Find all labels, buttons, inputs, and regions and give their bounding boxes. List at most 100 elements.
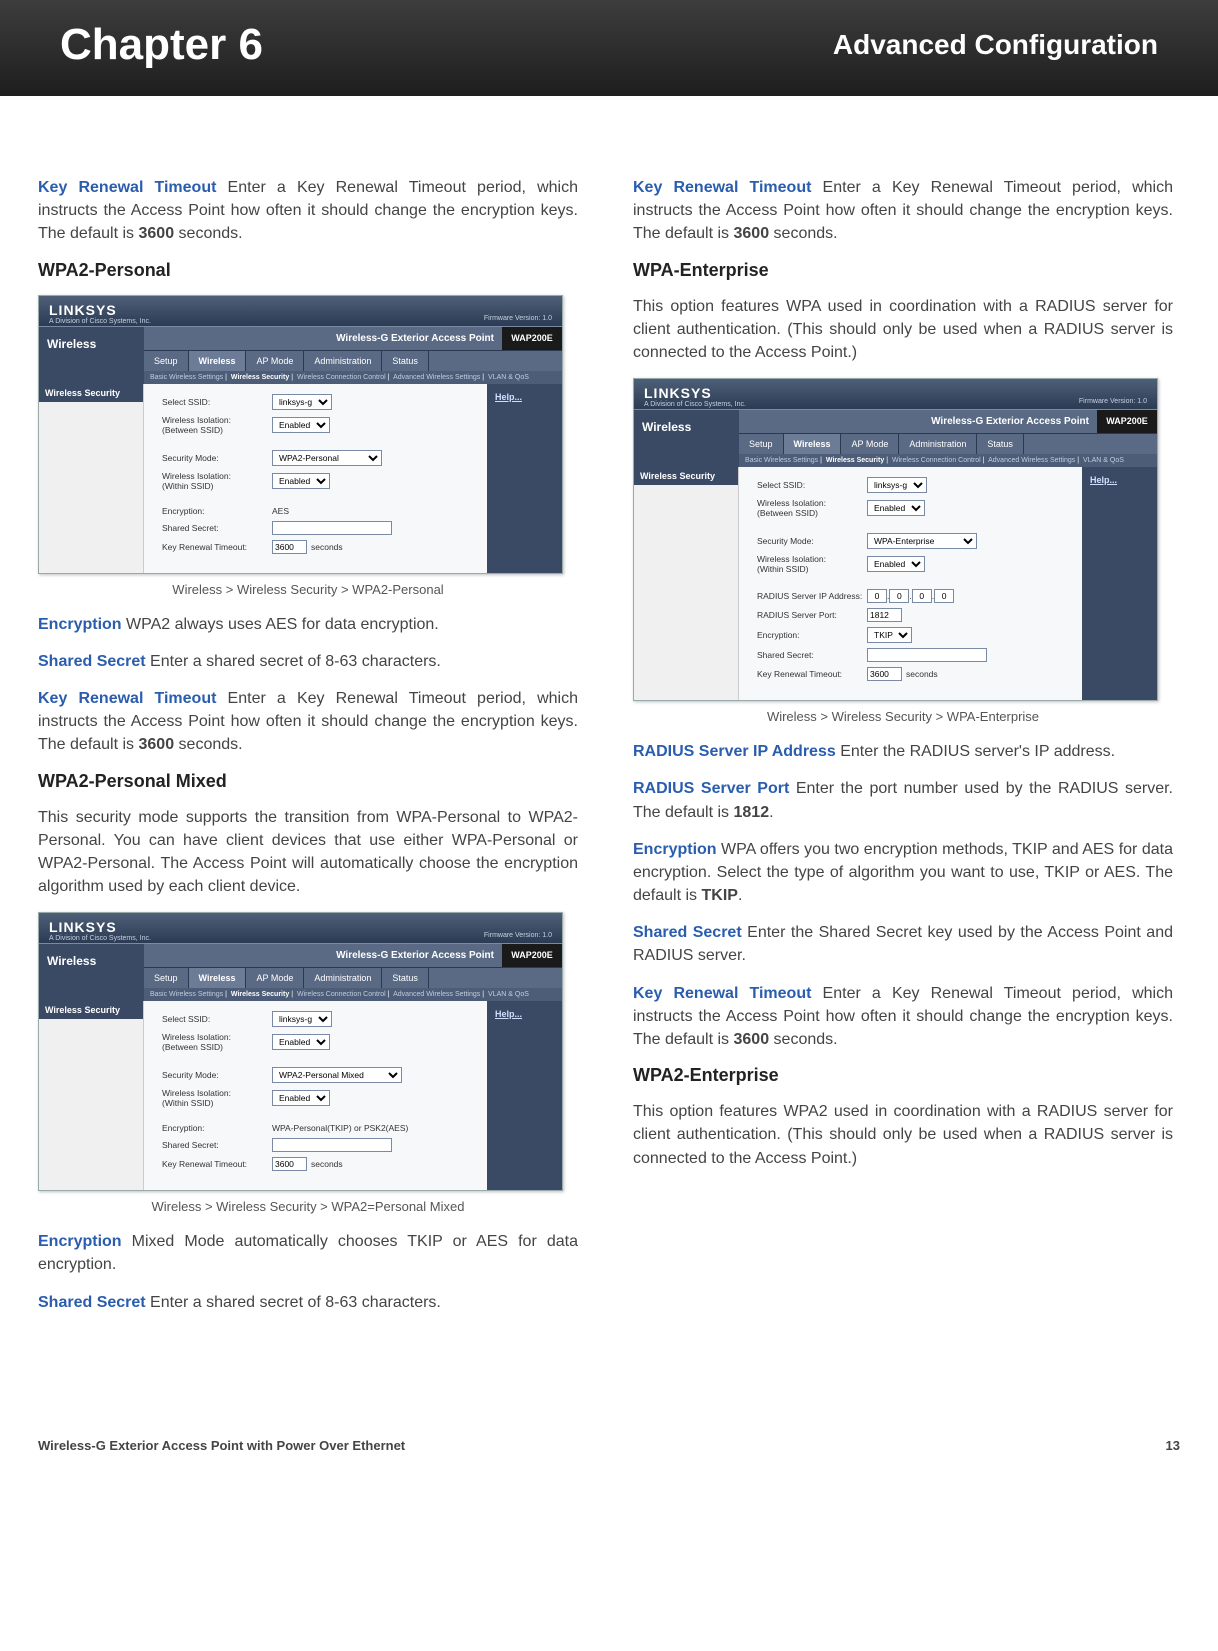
shot-header: LINKSYS A Division of Cisco Systems, Inc… <box>39 296 562 326</box>
page-footer: Wireless-G Exterior Access Point with Po… <box>0 1328 1218 1487</box>
shot-sidebar: Wireless Security <box>39 384 144 573</box>
term-radius-port: RADIUS Server Port <box>633 780 789 797</box>
tab-status[interactable]: Status <box>382 351 429 371</box>
select-secmode[interactable]: WPA2-Personal <box>272 450 382 466</box>
wpa2-enterprise-paragraph: This option features WPA2 used in coordi… <box>633 1100 1173 1170</box>
subtab-security[interactable]: Wireless Security <box>826 457 884 464</box>
radius-port-paragraph: RADIUS Server Port Enter the port number… <box>633 777 1173 823</box>
device-title: Wireless-G Exterior Access Point <box>144 944 502 967</box>
device-title: Wireless-G Exterior Access Point <box>739 410 1097 433</box>
input-radius-port[interactable] <box>867 608 902 622</box>
input-radius-ip-4[interactable] <box>934 589 954 603</box>
subtab-vlan[interactable]: VLAN & QoS <box>488 991 529 998</box>
input-radius-ip-3[interactable] <box>912 589 932 603</box>
label-isol-between: Wireless Isolation: (Between SSID) <box>757 498 867 518</box>
subtab-security[interactable]: Wireless Security <box>231 991 289 998</box>
nav-section: Wireless <box>634 410 739 467</box>
subtab-basic[interactable]: Basic Wireless Settings <box>150 374 223 381</box>
tab-setup[interactable]: Setup <box>144 968 189 988</box>
select-isol-within[interactable]: Enabled <box>272 473 330 489</box>
tab-wireless[interactable]: Wireless <box>784 434 842 454</box>
term-key-renewal: Key Renewal Timeout <box>633 985 811 1002</box>
label-isol-between: Wireless Isolation: (Between SSID) <box>162 1032 272 1052</box>
subtab-connection[interactable]: Wireless Connection Control <box>892 457 981 464</box>
select-secmode[interactable]: WPA2-Personal Mixed <box>272 1067 402 1083</box>
tab-administration[interactable]: Administration <box>304 968 382 988</box>
input-shared-secret[interactable] <box>272 521 392 535</box>
key-renewal-paragraph-3: Key Renewal Timeout Enter a Key Renewal … <box>633 176 1173 246</box>
select-ssid[interactable]: linksys-g <box>867 477 927 493</box>
label-encryption: Encryption: <box>757 630 867 640</box>
tab-apmode[interactable]: AP Mode <box>246 351 304 371</box>
label-encryption: Encryption: <box>162 1123 272 1133</box>
tab-wireless[interactable]: Wireless <box>189 968 247 988</box>
section-title: Advanced Configuration <box>833 29 1158 61</box>
heading-wpa2-personal: WPA2-Personal <box>38 260 578 281</box>
tab-administration[interactable]: Administration <box>304 351 382 371</box>
sidebar-section: Wireless Security <box>634 467 738 485</box>
chapter-title: Chapter 6 <box>60 20 263 70</box>
tab-setup[interactable]: Setup <box>144 351 189 371</box>
tab-administration[interactable]: Administration <box>899 434 977 454</box>
input-key-renewal[interactable] <box>272 540 307 554</box>
term-shared-secret: Shared Secret <box>38 1294 146 1311</box>
select-encryption[interactable]: TKIP <box>867 627 912 643</box>
label-secmode: Security Mode: <box>757 536 867 546</box>
heading-wpa-enterprise: WPA-Enterprise <box>633 260 1173 281</box>
label-isol-between: Wireless Isolation: (Between SSID) <box>162 415 272 435</box>
subtab-basic[interactable]: Basic Wireless Settings <box>150 991 223 998</box>
shared-secret-paragraph-3: Shared Secret Enter the Shared Secret ke… <box>633 921 1173 967</box>
label-ssid: Select SSID: <box>162 397 272 407</box>
term-shared-secret: Shared Secret <box>633 924 742 941</box>
page: Chapter 6 Advanced Configuration Key Ren… <box>0 0 1218 1487</box>
subtab-advanced[interactable]: Advanced Wireless Settings <box>988 457 1075 464</box>
left-column: Key Renewal Timeout Enter a Key Renewal … <box>38 176 578 1328</box>
select-isol-within[interactable]: Enabled <box>272 1090 330 1106</box>
tab-status[interactable]: Status <box>977 434 1024 454</box>
label-isol-within: Wireless Isolation: (Within SSID) <box>757 554 867 574</box>
label-radius-port: RADIUS Server Port: <box>757 610 867 620</box>
input-shared-secret[interactable] <box>272 1138 392 1152</box>
units-seconds: seconds <box>311 542 343 552</box>
chapter-banner: Chapter 6 Advanced Configuration <box>0 0 1218 96</box>
select-isol-between[interactable]: Enabled <box>272 1034 330 1050</box>
select-ssid[interactable]: linksys-g <box>272 1011 332 1027</box>
encryption-paragraph-1: Encryption WPA2 always uses AES for data… <box>38 613 578 636</box>
subtab-advanced[interactable]: Advanced Wireless Settings <box>393 374 480 381</box>
heading-wpa2-enterprise: WPA2-Enterprise <box>633 1065 1173 1086</box>
input-shared-secret[interactable] <box>867 648 987 662</box>
subtab-advanced[interactable]: Advanced Wireless Settings <box>393 991 480 998</box>
subtab-connection[interactable]: Wireless Connection Control <box>297 374 386 381</box>
label-isol-within: Wireless Isolation: (Within SSID) <box>162 1088 272 1108</box>
help-link[interactable]: Help... <box>495 1009 522 1019</box>
subtab-security[interactable]: Wireless Security <box>231 374 289 381</box>
select-isol-between[interactable]: Enabled <box>272 417 330 433</box>
input-radius-ip-1[interactable] <box>867 589 887 603</box>
select-ssid[interactable]: linksys-g <box>272 394 332 410</box>
subtab-vlan[interactable]: VLAN & QoS <box>1083 457 1124 464</box>
tab-apmode[interactable]: AP Mode <box>841 434 899 454</box>
help-link[interactable]: Help... <box>1090 475 1117 485</box>
label-shared-secret: Shared Secret: <box>757 650 867 660</box>
input-radius-ip-2[interactable] <box>889 589 909 603</box>
subtab-vlan[interactable]: VLAN & QoS <box>488 374 529 381</box>
select-secmode[interactable]: WPA-Enterprise <box>867 533 977 549</box>
term-key-renewal: Key Renewal Timeout <box>38 179 216 196</box>
label-shared-secret: Shared Secret: <box>162 523 272 533</box>
select-isol-between[interactable]: Enabled <box>867 500 925 516</box>
subtab-connection[interactable]: Wireless Connection Control <box>297 991 386 998</box>
subtab-basic[interactable]: Basic Wireless Settings <box>745 457 818 464</box>
tab-setup[interactable]: Setup <box>739 434 784 454</box>
help-link[interactable]: Help... <box>495 392 522 402</box>
tab-apmode[interactable]: AP Mode <box>246 968 304 988</box>
heading-wpa2-personal-mixed: WPA2-Personal Mixed <box>38 771 578 792</box>
wpa-enterprise-paragraph: This option features WPA used in coordin… <box>633 295 1173 365</box>
input-key-renewal[interactable] <box>867 667 902 681</box>
tab-status[interactable]: Status <box>382 968 429 988</box>
tab-wireless[interactable]: Wireless <box>189 351 247 371</box>
select-isol-within[interactable]: Enabled <box>867 556 925 572</box>
key-renewal-paragraph-4: Key Renewal Timeout Enter a Key Renewal … <box>633 982 1173 1052</box>
input-key-renewal[interactable] <box>272 1157 307 1171</box>
label-ssid: Select SSID: <box>757 480 867 490</box>
units-seconds: seconds <box>906 669 938 679</box>
